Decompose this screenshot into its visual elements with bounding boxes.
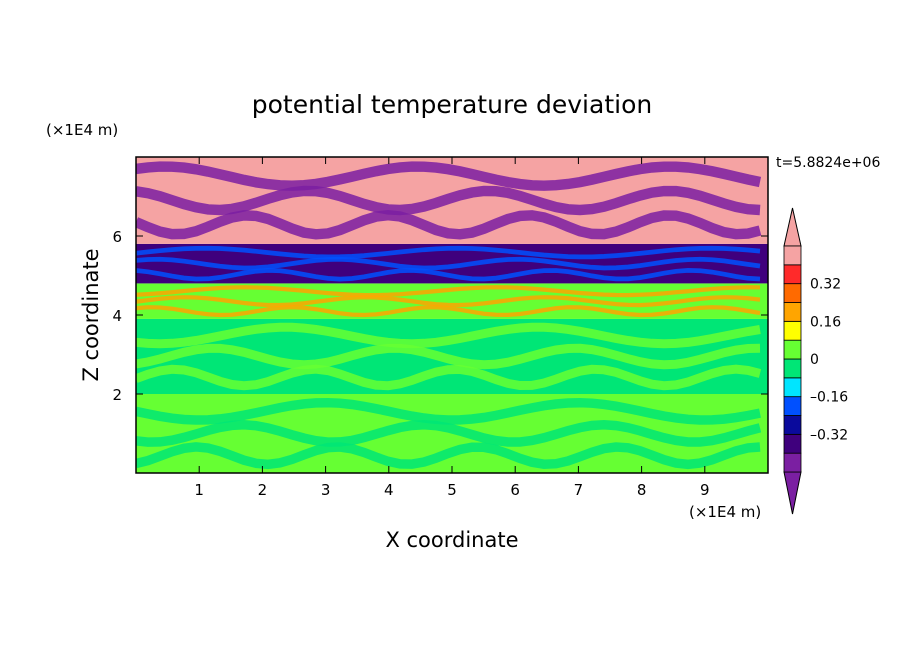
- y-unit-label: (×1E4 m): [46, 121, 118, 139]
- y-tick-label-4: 4: [112, 307, 122, 325]
- field-band-2-wave-0: [136, 285, 761, 298]
- x-tick-label-5: 5: [447, 481, 457, 499]
- colorbar-label-2: 0: [810, 352, 819, 368]
- x-tick-label-6: 6: [510, 481, 520, 499]
- field-band-1-wave-2: [136, 364, 762, 391]
- y-axis: 2 4 6: [112, 228, 768, 404]
- field-band-3-wave-2: [136, 268, 761, 282]
- x-axis-label: X coordinate: [385, 528, 518, 552]
- y-tick-label-6: 6: [112, 228, 122, 246]
- field-band-0-wave-2: [136, 442, 761, 470]
- contour-field: [136, 157, 768, 473]
- x-axis: 1 2 3 4 5 6 7 8 9: [194, 157, 710, 499]
- field-band-1-wave-1: [136, 343, 761, 370]
- x-tick-label-1: 1: [194, 481, 204, 499]
- field-band-3-wave-0: [136, 245, 761, 260]
- field-band-4-wave-0: [136, 161, 762, 191]
- x-tick-label-2: 2: [258, 481, 268, 499]
- colorbar-segment-2: [783, 415, 802, 435]
- colorbar-segment-5: [783, 358, 802, 379]
- colorbar: 0.32 0.16 0 –0.16 –0.32: [783, 207, 848, 515]
- colorbar-segment-6: [783, 339, 802, 360]
- field-band-3-wave-1: [136, 256, 761, 271]
- colorbar-extend-low: [783, 471, 802, 515]
- field-band-1-wave-0: [136, 322, 761, 349]
- colorbar-label-0: 0.32: [810, 277, 841, 293]
- y-tick-label-2: 2: [112, 386, 122, 404]
- x-tick-label-4: 4: [384, 481, 394, 499]
- y-axis-label: Z coordinate: [79, 248, 103, 381]
- field-band-0-wave-0: [136, 397, 761, 425]
- colorbar-label-4: –0.32: [810, 427, 848, 443]
- colorbar-segment-9: [783, 283, 802, 303]
- colorbar-extend-high: [783, 207, 802, 247]
- x-tick-label-9: 9: [700, 481, 710, 499]
- colorbar-label-1: 0.16: [810, 314, 841, 330]
- colorbar-label-3: –0.16: [810, 390, 848, 406]
- field-band-0-wave-1: [136, 420, 762, 447]
- x-tick-label-8: 8: [637, 481, 647, 499]
- colorbar-segment-0: [783, 452, 802, 473]
- colorbar-segment-7: [783, 320, 802, 341]
- x-tick-label-3: 3: [321, 481, 331, 499]
- x-tick-label-7: 7: [574, 481, 584, 499]
- time-label: t=5.8824e+06: [776, 155, 880, 171]
- field-band-4-wave-2: [136, 209, 762, 240]
- field-band-4-wave-1: [136, 185, 761, 216]
- colorbar-segment-3: [783, 396, 802, 416]
- colorbar-segment-10: [783, 264, 802, 285]
- field-band-2-wave-2: [136, 305, 761, 318]
- x-unit-label: (×1E4 m): [689, 503, 761, 521]
- colorbar-segment-1: [783, 433, 802, 454]
- colorbar-segment-4: [783, 377, 802, 398]
- field-band-2-wave-1: [136, 295, 761, 308]
- colorbar-segment-11: [783, 245, 802, 266]
- chart-title: potential temperature deviation: [252, 90, 652, 119]
- colorbar-segment-8: [783, 302, 802, 322]
